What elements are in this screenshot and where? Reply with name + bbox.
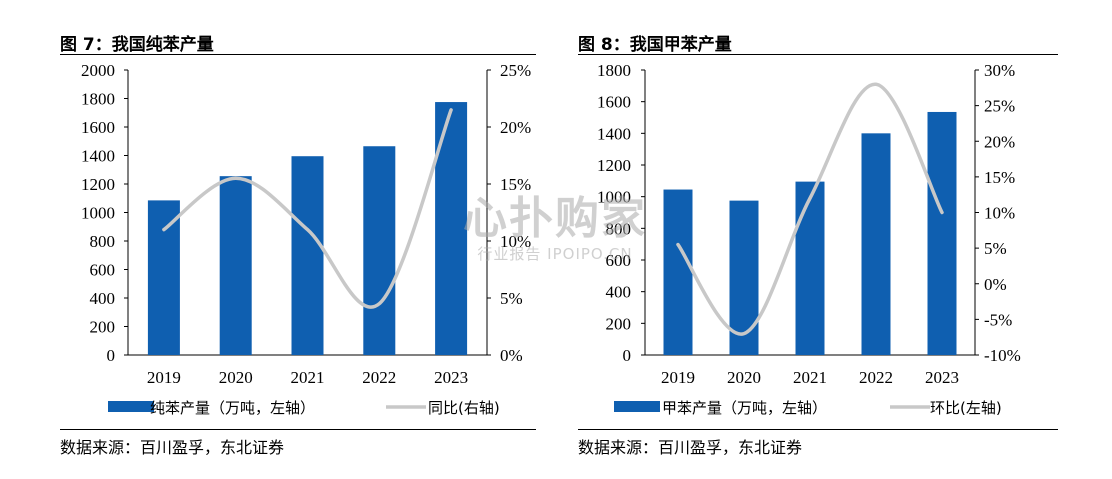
title-rule: [578, 54, 1058, 55]
bar: [147, 200, 180, 355]
source-rule: [578, 429, 1058, 430]
chart-svg-pure-benzene: 0 200 400 600 800 1000 1200 1400 1600 1800 2000 0% 5…: [81, 61, 531, 417]
x-tick-label: 2022: [362, 368, 396, 387]
bar: [927, 111, 957, 355]
left-tick-label: 600: [90, 261, 116, 280]
left-tick-label: 400: [90, 289, 116, 308]
right-tick-label: 25%: [500, 61, 531, 80]
right-tick-label: 30%: [984, 61, 1015, 80]
right-tick-label: 10%: [984, 204, 1015, 223]
right-tick-label: 25%: [984, 97, 1015, 116]
left-tick-label: 1000: [597, 188, 631, 207]
legend-label-bar: 纯苯产量（万吨，左轴）: [150, 399, 315, 417]
legend-swatch-bar: [108, 401, 154, 412]
right-tick-label: 20%: [500, 118, 531, 137]
right-tick-label: 0%: [500, 346, 523, 365]
bar: [861, 133, 891, 355]
legend-label-bar: 甲苯产量（万吨，左轴）: [662, 399, 827, 417]
right-tick-label: -5%: [984, 310, 1012, 329]
x-tick-label: 2019: [147, 368, 181, 387]
bar: [363, 146, 396, 355]
right-tick-label: 20%: [984, 132, 1015, 151]
title-rule: [60, 54, 536, 55]
bar: [291, 156, 324, 355]
right-tick-label: 5%: [984, 239, 1007, 258]
left-tick-label: 1600: [81, 118, 115, 137]
x-tick-label: 2019: [661, 368, 695, 387]
left-tick-label: 400: [606, 283, 632, 302]
bar: [729, 200, 759, 355]
right-tick-label: 10%: [500, 232, 531, 251]
left-tick-label: 1800: [81, 90, 115, 109]
chart-title: 图 8：我国甲苯产量: [578, 35, 732, 55]
left-tick-label: 2000: [81, 61, 115, 80]
left-tick-label: 1400: [597, 124, 631, 143]
x-tick-label: 2021: [291, 368, 325, 387]
left-tick-label: 800: [90, 232, 116, 251]
legend-label-line: 同比(右轴): [428, 399, 500, 417]
left-tick-label: 1000: [81, 204, 115, 223]
right-tick-label: 15%: [984, 168, 1015, 187]
series-line: [162, 108, 453, 309]
right-tick-label: 0%: [984, 275, 1007, 294]
left-tick-label: 1400: [81, 147, 115, 166]
bar: [795, 181, 825, 355]
left-tick-label: 600: [606, 251, 632, 270]
source-rule: [60, 429, 536, 430]
left-tick-label: 1200: [81, 175, 115, 194]
legend-swatch-bar: [614, 401, 660, 412]
series-line: [676, 82, 944, 336]
left-tick-label: 1800: [597, 61, 631, 80]
chart-panel-right: 图 8：我国甲苯产量 0 200 400 600 800 1000 1200 1400 1600…: [574, 0, 1112, 479]
right-tick-label: 5%: [500, 289, 523, 308]
left-tick-label: 1200: [597, 156, 631, 175]
right-tick-label: -10%: [984, 346, 1021, 365]
x-tick-label: 2021: [793, 368, 827, 387]
chart-panel-left: 图 7：我国纯苯产量 0 200 400 600 800 1000 1200 1400 1600…: [60, 35, 536, 457]
x-tick-label: 2023: [434, 368, 468, 387]
chart-title: 图 7：我国纯苯产量: [60, 35, 214, 55]
x-tick-label: 2020: [219, 368, 253, 387]
left-tick-label: 800: [606, 219, 632, 238]
left-tick-label: 200: [90, 318, 116, 337]
x-tick-label: 2020: [727, 368, 761, 387]
source-note: 数据来源：百川盈孚，东北证券: [578, 438, 803, 457]
left-tick-label: 0: [623, 346, 632, 365]
legend-label-line: 环比(左轴): [930, 399, 1002, 417]
source-note: 数据来源：百川盈孚，东北证券: [60, 438, 285, 457]
chart-svg-toluene: 0 200 400 600 800 1000 1200 1400 1600 1800 -10% -5%…: [597, 61, 1021, 417]
x-tick-label: 2023: [925, 368, 959, 387]
left-tick-label: 1600: [597, 93, 631, 112]
right-tick-label: 15%: [500, 175, 531, 194]
bar: [663, 189, 693, 355]
left-tick-label: 200: [606, 314, 632, 333]
bar: [219, 176, 252, 355]
x-tick-label: 2022: [859, 368, 893, 387]
left-tick-label: 0: [107, 346, 116, 365]
